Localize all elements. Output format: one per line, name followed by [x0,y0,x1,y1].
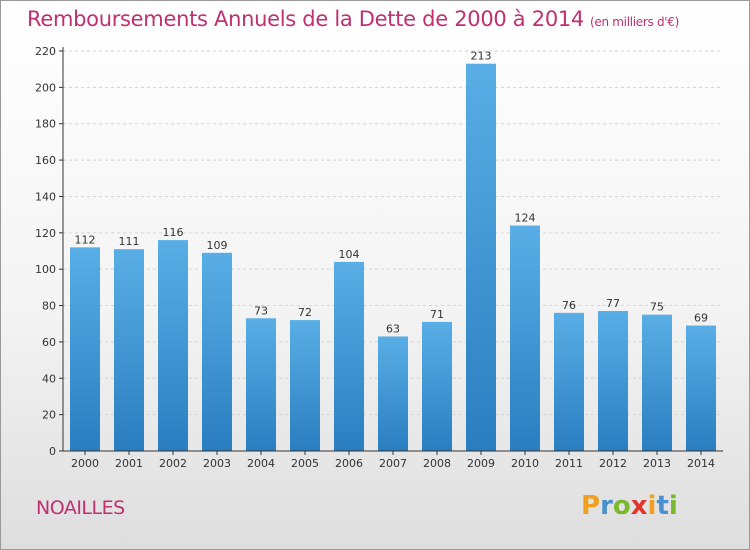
y-tick-label: 180 [35,118,56,131]
bar-2011 [554,312,584,451]
bar-2010 [510,225,540,451]
bar-2006 [334,261,364,451]
x-tick-label: 2014 [687,457,715,470]
x-tick-label: 2000 [71,457,99,470]
x-tick-label: 2007 [379,457,407,470]
proxiti-logo: Proxiti [581,491,678,521]
logo-letter: t [656,491,669,521]
data-label: 75 [650,301,664,314]
logo-letter: i [668,491,678,521]
y-tick-label: 60 [42,336,56,349]
bar-2000 [70,247,100,451]
x-tick-label: 2013 [643,457,671,470]
y-tick-label: 100 [35,263,56,276]
x-tick-label: 2011 [555,457,583,470]
bars: 112 111 116 109 73 72 104 63 71 213 124 76 77 75 69 [70,50,716,452]
data-label: 112 [75,233,96,246]
chart-title-text: Remboursements Annuels de la Dette de 20… [27,7,584,31]
y-tick-label: 0 [49,445,56,458]
logo-letter: P [581,491,601,521]
logo-letter: r [600,491,613,521]
x-tick-label: 2006 [335,457,363,470]
y-tick-label: 80 [42,300,56,313]
y-tick-label: 120 [35,227,56,240]
chart-unit: (en milliers d'€) [590,15,680,29]
bar-2005 [290,320,320,451]
place-name: NOAILLES [36,497,125,519]
data-label: 213 [471,50,492,63]
data-label: 109 [207,239,228,252]
data-label: 71 [430,308,444,321]
data-label: 72 [298,306,312,319]
data-label: 104 [339,248,360,261]
x-tick-label: 2010 [511,457,539,470]
bar-2009 [466,63,496,452]
x-tick-label: 2005 [291,457,319,470]
bar-2014 [686,325,716,451]
logo-letter: i [647,491,657,521]
data-label: 76 [562,299,576,312]
bar-2002 [158,240,188,451]
x-tick-label: 2002 [159,457,187,470]
logo-letter: x [630,491,648,521]
axes: 0 20 40 60 80 100 120 140 160 180 200 220 2000 2001 20… [35,45,723,470]
data-label: 73 [254,304,268,317]
chart-title: Remboursements Annuels de la Dette de 20… [27,7,679,31]
x-tick-label: 2004 [247,457,275,470]
data-label: 111 [119,235,140,248]
bar-2008 [422,321,452,451]
y-tick-label: 160 [35,154,56,167]
y-tick-label: 220 [35,45,56,58]
y-tick-label: 200 [35,81,56,94]
bar-2007 [378,336,408,451]
data-label: 116 [163,226,184,239]
bar-2003 [202,252,232,451]
x-tick-label: 2008 [423,457,451,470]
bar-2004 [246,318,276,451]
x-tick-label: 2003 [203,457,231,470]
data-label: 63 [386,322,400,335]
data-label: 77 [606,297,620,310]
bar-2012 [598,311,628,451]
data-label: 69 [694,312,708,325]
bar-2013 [642,314,672,451]
logo-letter: o [612,491,631,521]
y-tick-label: 20 [42,409,56,422]
x-tick-label: 2001 [115,457,143,470]
x-tick-label: 2009 [467,457,495,470]
x-tick-label: 2012 [599,457,627,470]
y-tick-label: 40 [42,372,56,385]
y-tick-label: 140 [35,190,56,203]
data-label: 124 [515,212,536,225]
bar-2001 [114,249,144,451]
